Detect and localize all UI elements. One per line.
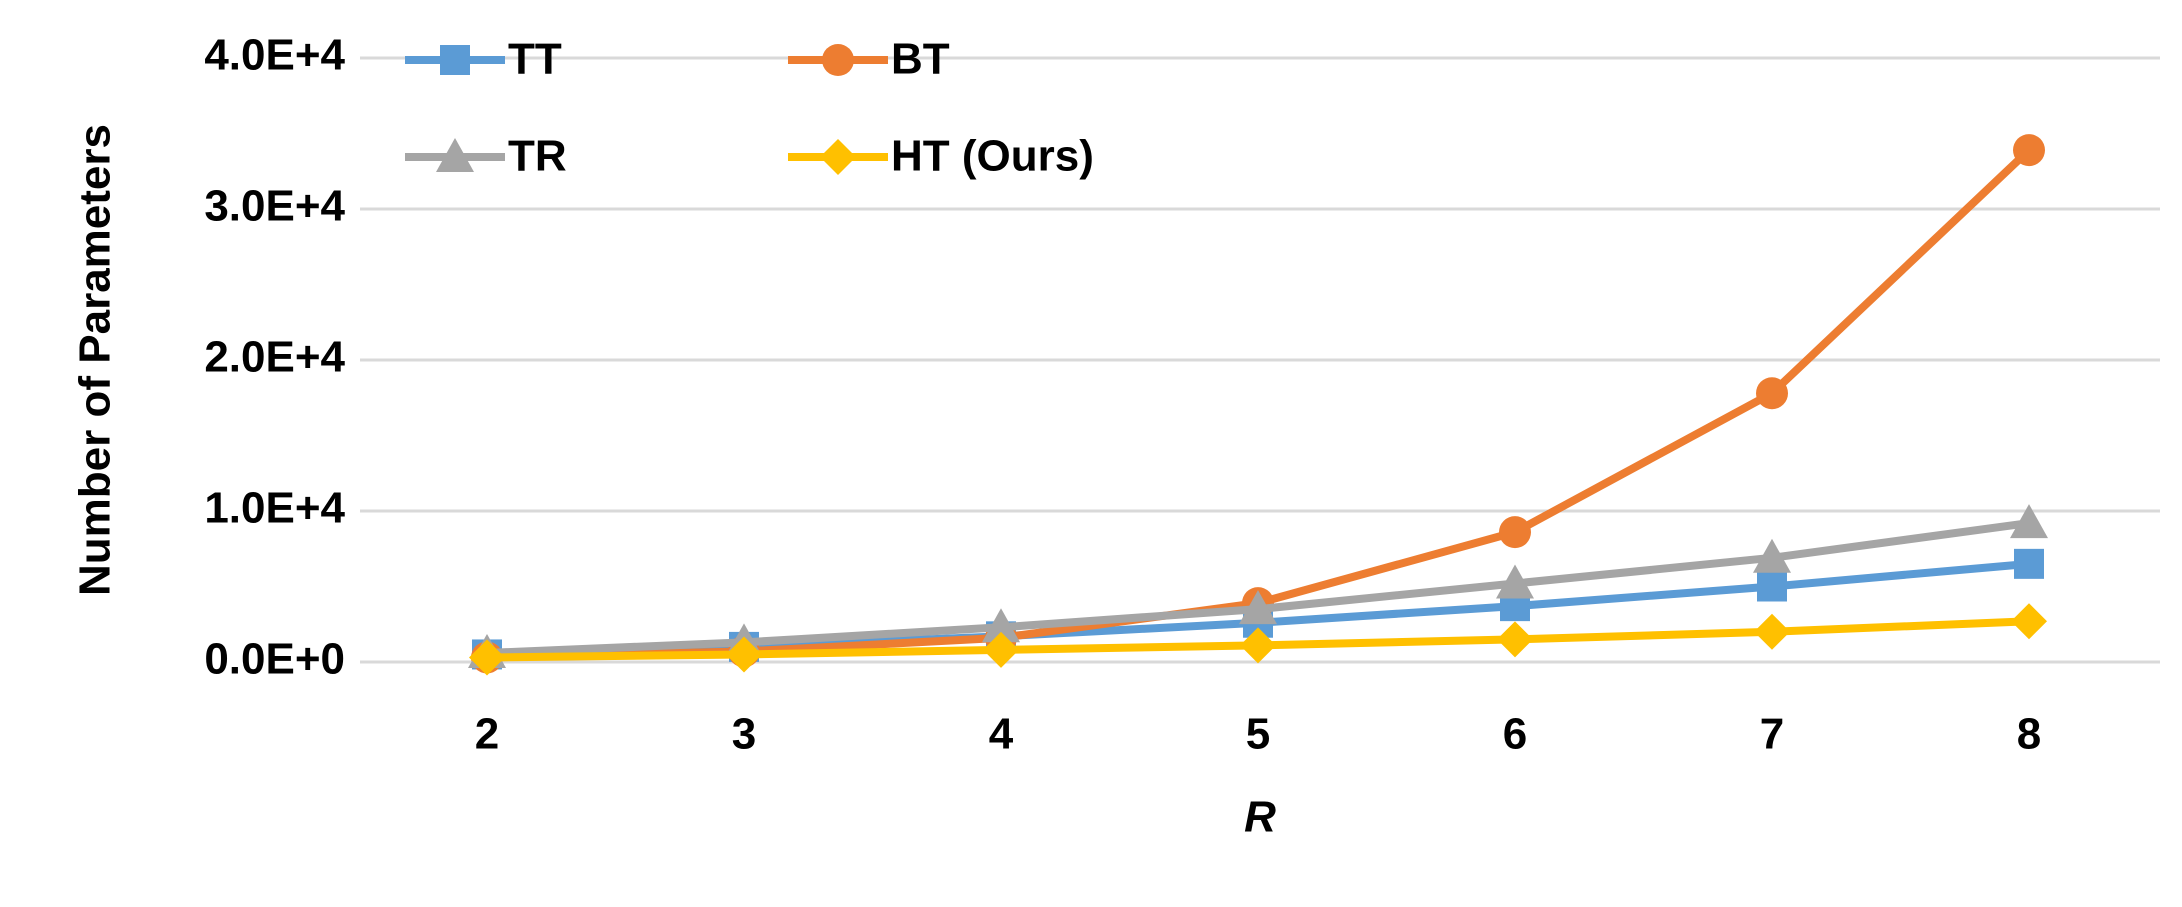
y-tick-label: 0.0E+0 xyxy=(204,635,345,684)
data-point xyxy=(1757,571,1787,602)
x-axis-label: R xyxy=(1244,793,1276,842)
legend-label: HT (Ours) xyxy=(891,132,1094,181)
y-axis-label: Number of Parameters xyxy=(71,124,120,596)
y-tick-label: 3.0E+4 xyxy=(204,182,345,231)
legend-label: TR xyxy=(508,132,567,181)
data-point xyxy=(982,608,1020,643)
legend-marker xyxy=(440,45,470,75)
data-point xyxy=(469,639,505,676)
data-point xyxy=(1753,538,1791,573)
x-tick-label: 8 xyxy=(2017,710,2041,759)
data-point xyxy=(1496,564,1534,599)
data-point xyxy=(726,636,762,673)
data-point xyxy=(1756,377,1788,410)
y-tick-label: 2.0E+4 xyxy=(204,333,345,382)
data-point xyxy=(1239,590,1277,625)
x-tick-label: 2 xyxy=(475,710,499,759)
data-point xyxy=(983,631,1019,668)
y-tick-label: 4.0E+4 xyxy=(204,31,345,80)
legend-label: BT xyxy=(891,35,950,84)
x-tick-label: 4 xyxy=(989,710,1014,759)
legend-label: TT xyxy=(508,35,562,84)
x-tick-label: 6 xyxy=(1503,710,1527,759)
data-point xyxy=(1499,516,1531,549)
x-tick-label: 5 xyxy=(1246,710,1270,759)
data-point xyxy=(2014,548,2044,579)
x-tick-label: 3 xyxy=(732,710,756,759)
x-tick-label: 7 xyxy=(1760,710,1784,759)
data-point xyxy=(2010,504,2048,539)
data-point xyxy=(1754,613,1790,650)
legend-marker xyxy=(436,138,474,172)
y-tick-label: 1.0E+4 xyxy=(204,484,345,533)
legend-marker xyxy=(822,44,854,76)
data-point xyxy=(1497,621,1533,658)
data-point xyxy=(2013,134,2045,167)
data-point xyxy=(1240,627,1276,664)
legend-marker xyxy=(820,139,856,175)
data-point xyxy=(2011,603,2047,640)
